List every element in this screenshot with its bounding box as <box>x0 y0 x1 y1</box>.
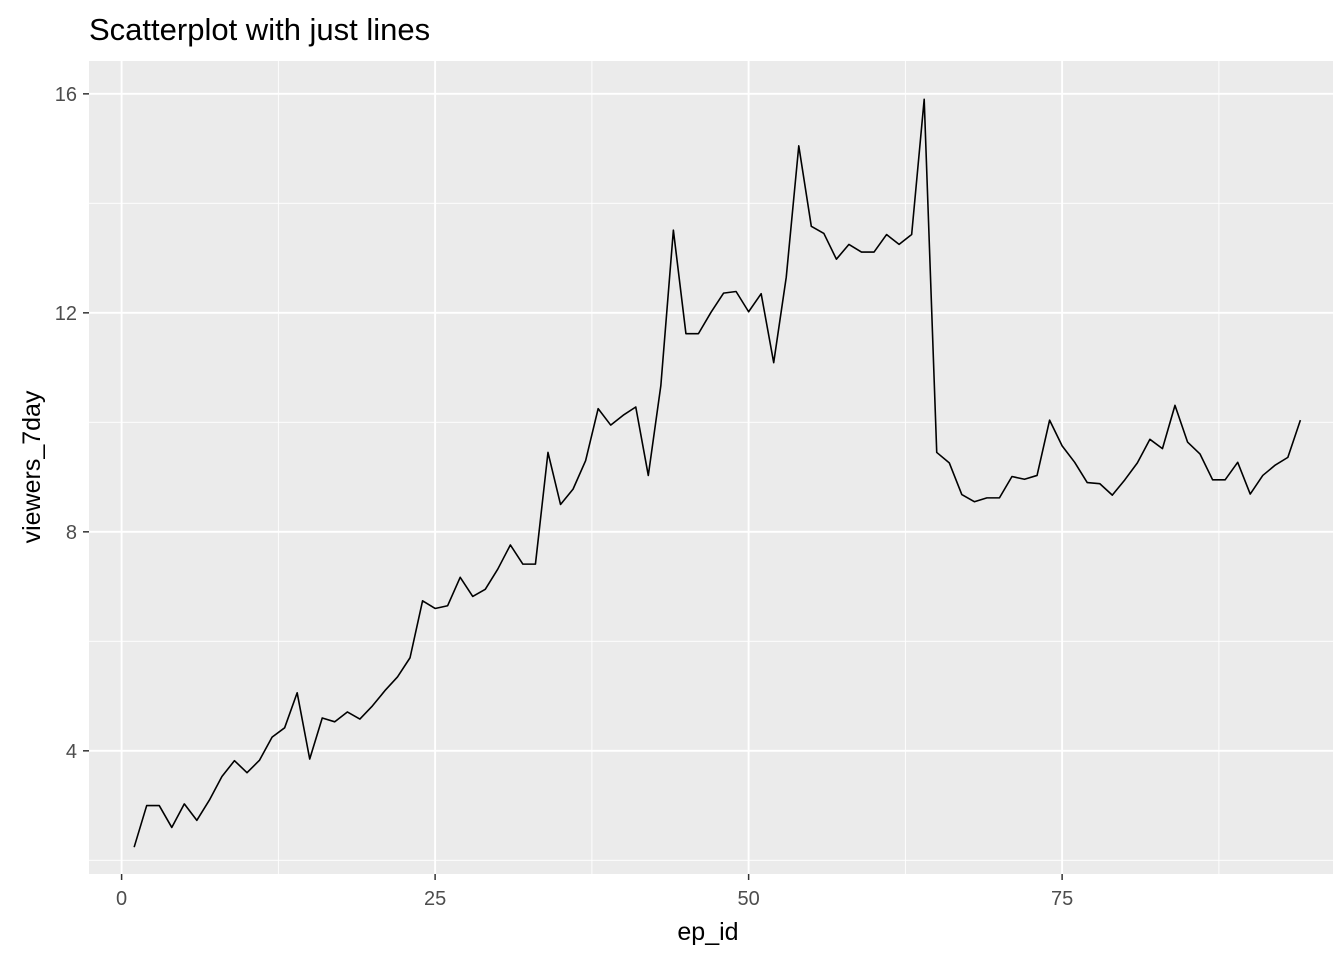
chart-title: Scatterplot with just lines <box>89 12 430 47</box>
major-gridlines <box>89 61 1333 874</box>
minor-gridlines <box>89 61 1333 874</box>
y-tick-label: 16 <box>55 84 77 106</box>
series-layer <box>133 98 1302 848</box>
x-axis: 0 25 50 75 <box>116 874 1073 910</box>
series-line <box>133 98 1302 848</box>
y-axis: 4 8 12 16 <box>55 84 89 763</box>
y-tick-label: 12 <box>55 303 77 325</box>
plot-panel <box>89 61 1333 874</box>
y-tick-label: 4 <box>66 741 77 763</box>
y-tick-label: 8 <box>66 522 77 544</box>
x-tick-label: 50 <box>737 888 759 910</box>
y-axis-title: viewers_7day <box>18 390 46 543</box>
x-tick-label: 0 <box>116 888 127 910</box>
x-tick-label: 25 <box>424 888 446 910</box>
x-axis-title: ep_id <box>677 918 738 946</box>
x-tick-label: 75 <box>1051 888 1073 910</box>
